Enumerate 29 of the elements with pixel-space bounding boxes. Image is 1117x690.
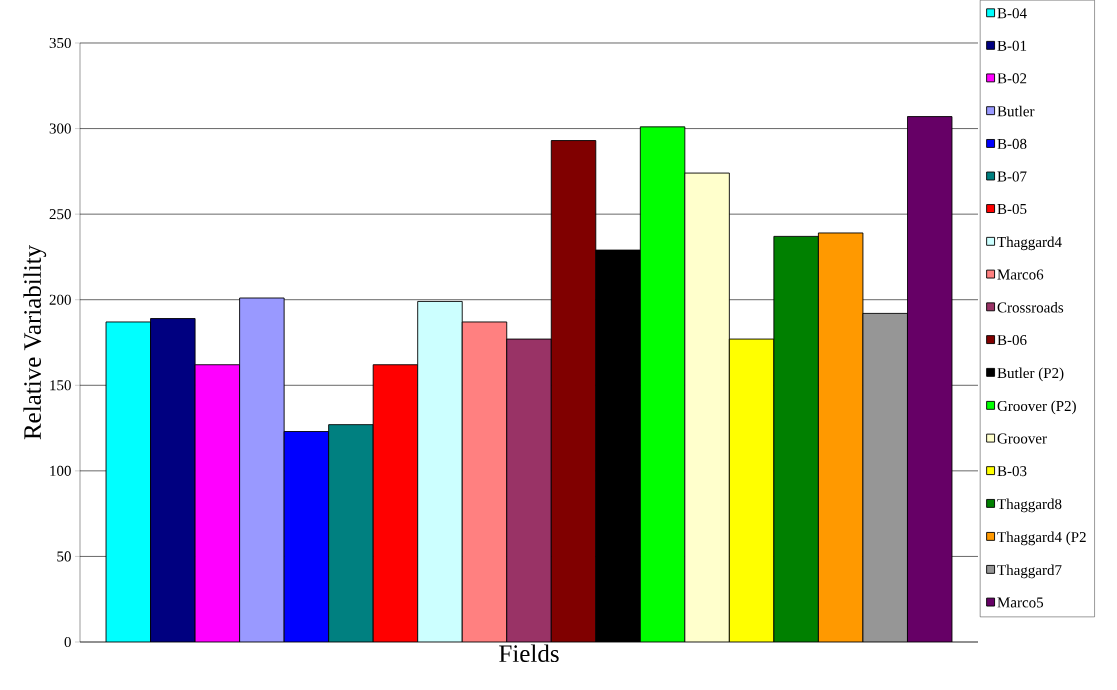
- legend-label: B-05: [997, 203, 1027, 215]
- legend-label: Groover (P2): [997, 400, 1076, 415]
- legend-label: B-02: [997, 73, 1027, 84]
- legend-label: Butler: [997, 105, 1035, 117]
- y-tick-label: 0: [64, 636, 71, 648]
- y-tick-label: 200: [49, 294, 71, 305]
- legend-label: Butler (P2): [997, 367, 1064, 382]
- y-tick-label: 250: [49, 209, 71, 220]
- legend-label: B-01: [997, 40, 1027, 51]
- legend-label: Marco5: [997, 597, 1044, 608]
- legend-label: Thaggard8: [997, 498, 1062, 513]
- legend-label: Thaggard7: [997, 564, 1062, 579]
- legend-label: Marco6: [997, 269, 1044, 280]
- legend-label: Thaggard4 (P2: [997, 531, 1086, 546]
- legend-label: B-08: [997, 138, 1027, 149]
- legend-label: B-06: [997, 335, 1027, 346]
- y-tick-label: 50: [57, 551, 71, 562]
- y-tick-label: 350: [49, 37, 71, 49]
- legend-label: B-07: [997, 171, 1027, 182]
- y-tick-label: 150: [50, 380, 71, 391]
- legend-label: B-04: [997, 8, 1027, 19]
- x-axis-title: Fields: [499, 644, 559, 663]
- legend-label: Groover: [997, 433, 1047, 444]
- y-tick-label: 300: [49, 123, 71, 134]
- y-tick-label: 100: [50, 465, 71, 476]
- legend-label: B-03: [997, 466, 1027, 477]
- legend-label: Thaggard4: [997, 236, 1062, 251]
- y-axis-title: Relative Variability: [23, 244, 47, 440]
- legend-label: Crossroads: [997, 302, 1064, 313]
